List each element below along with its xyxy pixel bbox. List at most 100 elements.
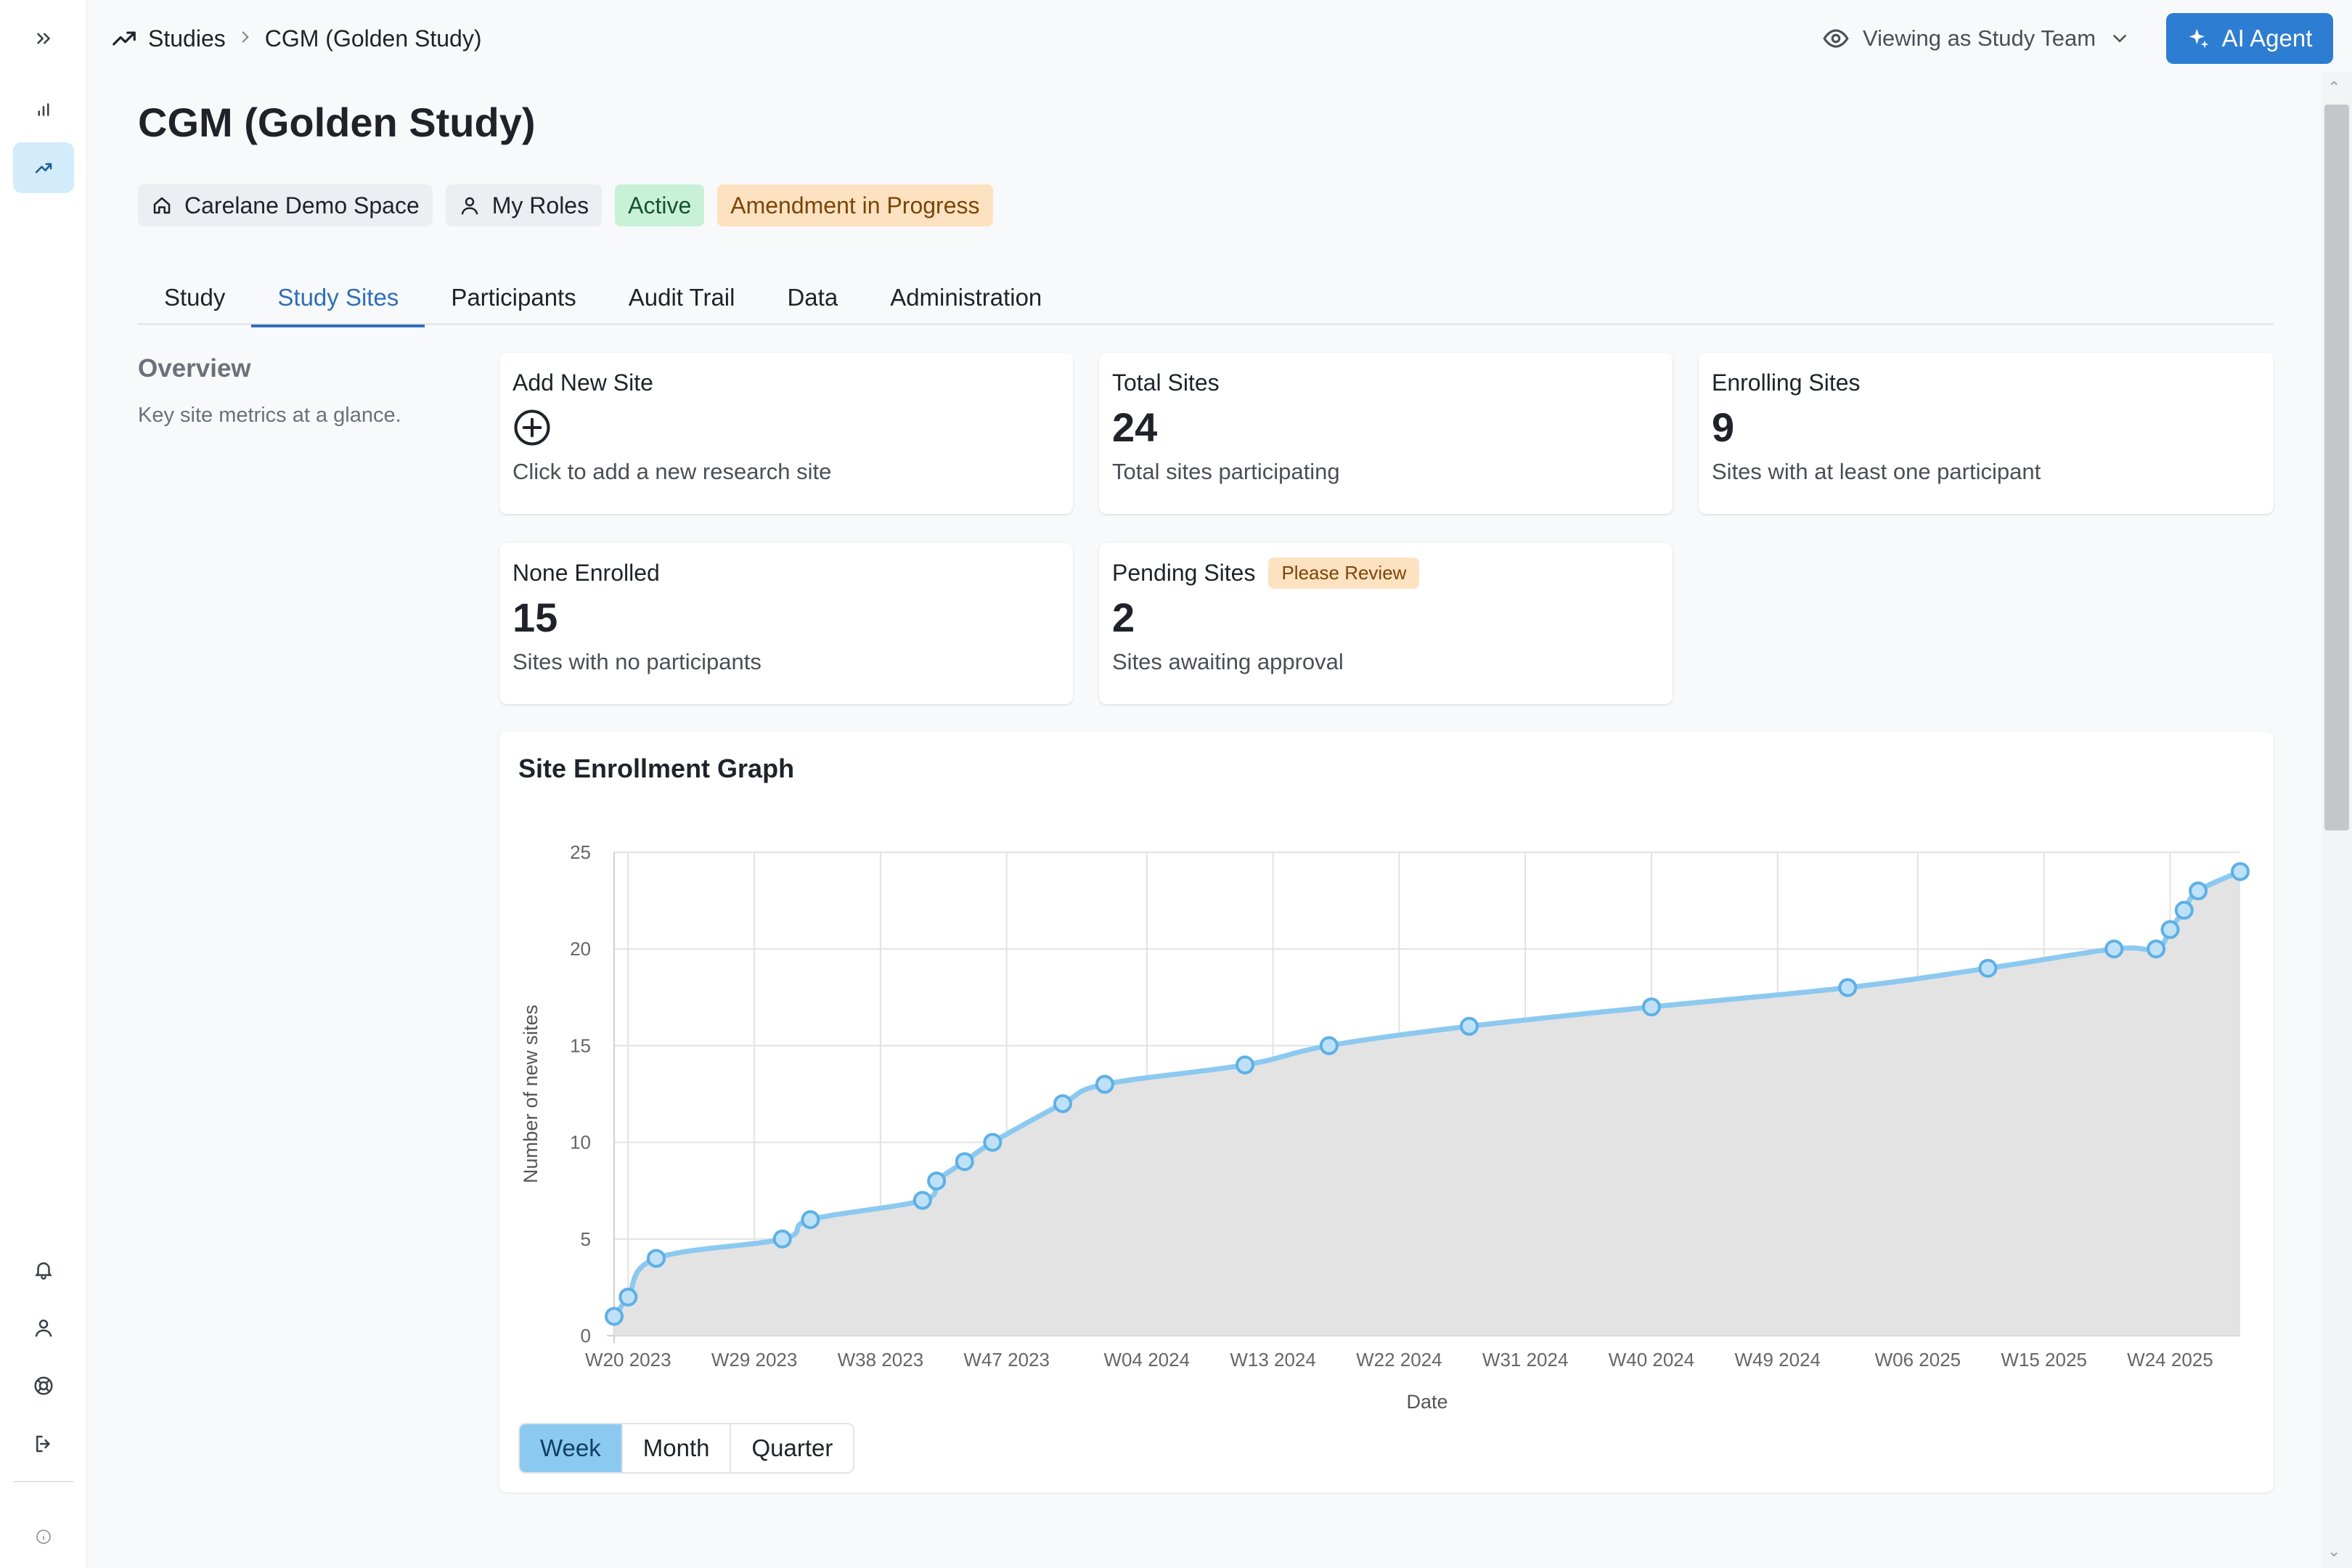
data-point <box>2231 862 2250 881</box>
total-sites-card: Total Sites 24 Total sites participating <box>1099 353 1673 514</box>
breadcrumb-separator-icon <box>236 25 255 52</box>
ai-agent-button[interactable]: AI Agent <box>2166 13 2333 64</box>
pending-sites-value: 2 <box>1112 595 1135 640</box>
granularity-toggle: Week Month Quarter <box>518 1423 855 1474</box>
tab-study-sites[interactable]: Study Sites <box>251 270 425 327</box>
none-enrolled-title: None Enrolled <box>513 559 660 586</box>
data-point <box>1053 1094 1072 1114</box>
help-button[interactable] <box>13 1360 74 1411</box>
y-tick-label: 20 <box>570 938 591 960</box>
roles-chip-label: My Roles <box>491 192 589 219</box>
page-title: CGM (Golden Study) <box>138 99 536 145</box>
logout-button[interactable] <box>13 1418 74 1469</box>
y-tick-label: 5 <box>581 1228 591 1250</box>
tab-participants[interactable]: Participants <box>451 284 576 311</box>
breadcrumb: Studies CGM (Golden Study) <box>110 20 482 57</box>
none-enrolled-card: None Enrolled 15 Sites with no participa… <box>499 543 1073 704</box>
plus-circle-icon <box>514 409 550 446</box>
scroll-down-icon[interactable]: ⌄ <box>2327 1542 2341 1560</box>
data-point <box>983 1132 1003 1152</box>
notifications-button[interactable] <box>13 1244 74 1295</box>
total-sites-title: Total Sites <box>1112 369 1220 396</box>
chevron-down-icon <box>2113 35 2126 43</box>
data-point <box>2160 920 2180 939</box>
data-point <box>618 1287 638 1307</box>
data-point <box>646 1249 666 1268</box>
granularity-month[interactable]: Month <box>623 1424 732 1472</box>
space-chip[interactable]: Carelane Demo Space <box>138 184 433 226</box>
data-point <box>2147 939 2166 959</box>
data-point <box>955 1152 974 1172</box>
x-tick-label: W20 2023 <box>585 1349 671 1371</box>
info-icon <box>36 1530 51 1544</box>
add-site-plus[interactable] <box>513 404 1060 452</box>
pending-sites-card[interactable]: Pending Sites Please Review 2 Sites awai… <box>1099 543 1673 704</box>
total-sites-desc: Total sites participating <box>1112 459 1340 484</box>
nav-dashboard-button[interactable] <box>13 84 74 135</box>
x-tick-label: W06 2025 <box>1875 1349 1961 1371</box>
enrolling-sites-card: Enrolling Sites 9 Sites with at least on… <box>1699 353 2274 514</box>
roles-chip[interactable]: My Roles <box>445 184 603 226</box>
side-rail <box>0 0 87 1568</box>
expand-sidebar-button[interactable] <box>13 13 74 64</box>
x-axis-label: Date <box>1406 1391 1447 1413</box>
y-tick-label: 25 <box>570 841 591 863</box>
data-point <box>1978 958 1998 978</box>
enrolling-sites-title: Enrolling Sites <box>1712 369 1861 396</box>
overview-subtitle: Key site metrics at a glance. <box>138 404 401 427</box>
scroll-up-icon[interactable]: ⌃ <box>2327 78 2341 97</box>
user-icon <box>461 197 478 215</box>
trending-up-icon <box>113 31 136 46</box>
tab-data[interactable]: Data <box>787 284 838 311</box>
y-axis-label: Number of new sites <box>520 1005 542 1183</box>
x-tick-label: W22 2024 <box>1356 1349 1442 1371</box>
x-tick-label: W29 2023 <box>711 1349 798 1371</box>
y-tick-label: 10 <box>570 1132 591 1153</box>
home-icon <box>153 197 171 214</box>
eye-icon <box>1823 29 1849 48</box>
profile-button[interactable] <box>13 1302 74 1353</box>
enrollment-chart: 0 5 10 15 20 25 W20 2023 W29 2023 W38 2023 W47 20… <box>520 841 2250 1413</box>
scrollbar-thumb[interactable] <box>2324 105 2349 830</box>
x-tick-label: W15 2025 <box>2001 1349 2087 1371</box>
y-tick-label: 0 <box>581 1325 591 1347</box>
add-site-title: Add New Site <box>513 369 653 396</box>
granularity-quarter[interactable]: Quarter <box>751 1434 833 1461</box>
nav-studies-button[interactable] <box>13 142 74 193</box>
tab-administration[interactable]: Administration <box>890 284 1042 311</box>
add-site-card[interactable]: Add New Site Click to add a new research… <box>499 353 1073 514</box>
study-chips: Carelane Demo Space My Roles Active Amen… <box>138 184 993 226</box>
data-point <box>1235 1055 1254 1075</box>
breadcrumb-studies-link[interactable]: Studies <box>148 25 226 52</box>
x-tick-label: W13 2024 <box>1230 1349 1316 1371</box>
viewing-as-dropdown[interactable]: Viewing as Study Team <box>1822 20 2131 57</box>
tab-audit-trail[interactable]: Audit Trail <box>628 284 735 311</box>
enrollment-chart-card: Site Enrollment Graph 0 5 10 15 20 25 W20 2023… <box>499 732 2274 1493</box>
info-button[interactable] <box>13 1511 74 1562</box>
x-tick-label: W24 2025 <box>2127 1349 2213 1371</box>
viewing-as-label: Viewing as Study Team <box>1863 25 2096 51</box>
x-tick-label: W47 2023 <box>963 1349 1050 1371</box>
data-point <box>1095 1074 1114 1094</box>
data-point <box>605 1307 624 1326</box>
logout-icon <box>36 1435 50 1453</box>
space-chip-label: Carelane Demo Space <box>184 192 420 219</box>
x-tick-label: W04 2024 <box>1104 1349 1191 1371</box>
data-point <box>912 1191 932 1210</box>
bar-chart-icon <box>38 103 49 116</box>
user-icon <box>35 1319 52 1337</box>
none-enrolled-value: 15 <box>513 595 558 640</box>
x-tick-label: W31 2024 <box>1482 1349 1569 1371</box>
tab-study[interactable]: Study <box>164 284 226 311</box>
total-sites-value: 24 <box>1112 404 1158 450</box>
granularity-week[interactable]: Week <box>520 1424 623 1472</box>
pending-sites-desc: Sites awaiting approval <box>1112 649 1344 674</box>
rail-divider <box>13 1481 74 1482</box>
x-tick-label: W40 2024 <box>1609 1349 1695 1371</box>
x-tick-label: W38 2023 <box>838 1349 924 1371</box>
trending-up-icon <box>35 163 52 173</box>
pending-sites-title: Pending Sites <box>1112 559 1256 586</box>
overview-title: Overview <box>138 354 251 383</box>
breadcrumb-current: CGM (Golden Study) <box>264 25 482 52</box>
bell-icon <box>35 1262 52 1280</box>
